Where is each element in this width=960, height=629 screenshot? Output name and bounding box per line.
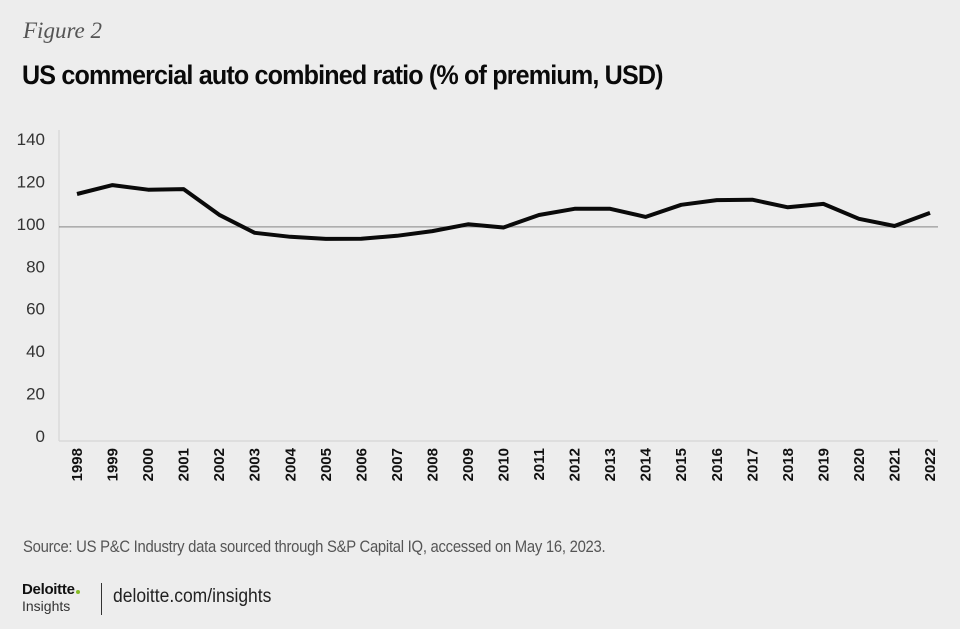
- y-tick-label: 100: [17, 215, 45, 234]
- y-tick-label: 60: [26, 300, 45, 319]
- x-tick-label: 2002: [211, 448, 228, 481]
- source-note: Source: US P&C Industry data sourced thr…: [23, 538, 606, 556]
- x-axis: 1998 1999 2000 2001 2002 2003 2004 2005 2006 2007…: [59, 440, 939, 481]
- x-tick-label: 1999: [105, 448, 122, 481]
- x-tick-label: 1998: [69, 448, 86, 481]
- x-tick-label: 2016: [709, 448, 726, 481]
- x-tick-label: 2014: [638, 447, 655, 481]
- x-tick-label: 2013: [602, 448, 619, 481]
- x-tick-label: 2020: [851, 448, 868, 481]
- y-tick-label: 80: [26, 257, 45, 276]
- x-tick-label: 2009: [460, 448, 477, 481]
- x-tick-label: 2021: [886, 448, 903, 481]
- site-link[interactable]: deloitte.com/insights: [113, 586, 272, 607]
- x-tick-label: 2006: [353, 448, 370, 481]
- line-chart: 0 20 40 60 80 100 120 140 1998 1999 2000 2001 2002 2…: [17, 130, 939, 481]
- series-line-combined-ratio: [76, 183, 931, 241]
- y-tick-label: 20: [26, 385, 45, 404]
- y-tick-label: 0: [36, 427, 45, 446]
- x-tick-label: 2000: [140, 448, 157, 481]
- x-tick-label: 2012: [567, 448, 584, 481]
- x-tick-label: 2017: [744, 448, 761, 481]
- x-tick-label: 2011: [531, 448, 548, 481]
- x-tick-label: 2005: [318, 448, 335, 481]
- x-tick-label: 2007: [389, 448, 406, 481]
- x-tick-label: 2018: [780, 448, 797, 481]
- chart-title: US commercial auto combined ratio (% of …: [22, 60, 664, 90]
- footer-divider: [101, 583, 102, 615]
- deloitte-insights-logo: Deloitte Insights: [22, 582, 80, 613]
- logo-green-dot-icon: [75, 590, 80, 594]
- logo-brand: Deloitte: [22, 581, 75, 598]
- y-tick-label: 40: [26, 342, 45, 361]
- x-tick-label: 2003: [247, 448, 264, 481]
- x-tick-label: 2022: [922, 448, 939, 481]
- figure-label: Figure 2: [23, 18, 102, 43]
- x-tick-label: 2010: [496, 448, 513, 481]
- x-tick-label: 2008: [424, 448, 441, 481]
- y-axis: 0 20 40 60 80 100 120 140: [17, 130, 60, 446]
- logo-sub: Insights: [22, 598, 71, 614]
- x-tick-label: 2004: [282, 447, 299, 481]
- y-tick-label: 120: [17, 172, 45, 191]
- x-tick-label: 2001: [176, 448, 193, 481]
- series-group: [76, 183, 931, 241]
- y-tick-label: 140: [17, 130, 45, 149]
- x-tick-label: 2019: [815, 448, 832, 481]
- x-tick-label: 2015: [673, 448, 690, 481]
